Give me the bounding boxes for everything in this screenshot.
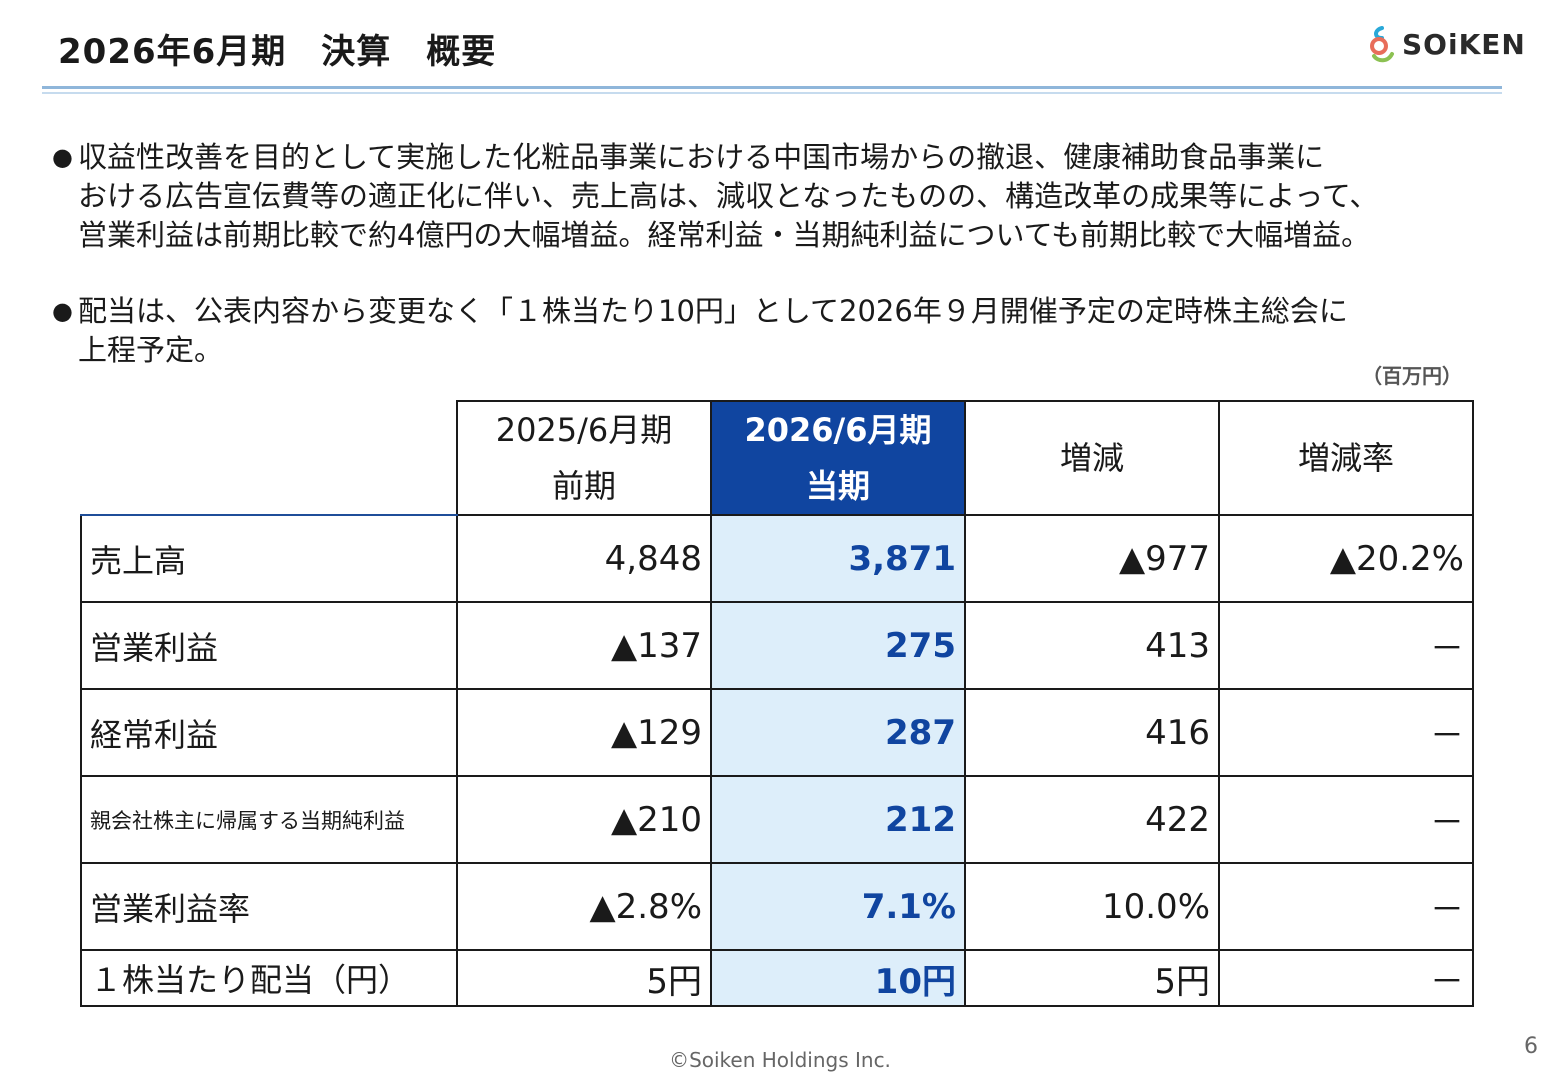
bullet-line: 収益性改善を目的として実施した化粧品事業における中国市場からの撤退、健康補助食品…	[78, 140, 1325, 174]
change-value: 416	[964, 688, 1220, 777]
current-value: 212	[710, 775, 966, 864]
table-row: 営業利益率 ▲2.8% 7.1% 10.0% －	[80, 862, 1474, 951]
copyright-footer: ©Soiken Holdings Inc.	[669, 1048, 891, 1072]
soiken-logo-icon	[1370, 26, 1394, 63]
unit-label: （百万円）	[1362, 364, 1462, 388]
table-row: 経常利益 ▲129 287 416 －	[80, 688, 1474, 777]
row-label: １株当たり配当（円）	[80, 949, 458, 1007]
current-value: 10円	[710, 949, 966, 1007]
prev-value: ▲210	[456, 775, 712, 864]
prev-value: 5円	[456, 949, 712, 1007]
current-value: 3,871	[710, 514, 966, 603]
financial-summary-table: 2025/6月期 前期 2026/6月期 当期 増減 増減率 売上高 4,848…	[80, 400, 1474, 1007]
row-label: 親会社株主に帰属する当期純利益	[80, 775, 458, 864]
bullet-line: 上程予定。	[78, 333, 224, 367]
table-row: 親会社株主に帰属する当期純利益 ▲210 212 422 －	[80, 775, 1474, 864]
change-rate-value: －	[1218, 601, 1474, 690]
prev-value: ▲137	[456, 601, 712, 690]
prev-value: ▲2.8%	[456, 862, 712, 951]
change-value: 5円	[964, 949, 1220, 1007]
change-rate-value: －	[1218, 688, 1474, 777]
header-change-rate: 増減率	[1218, 400, 1474, 516]
prev-value: ▲129	[456, 688, 712, 777]
page-title: 2026年6月期 決算 概要	[58, 32, 497, 72]
logo-text: SOiKEN	[1402, 27, 1526, 61]
header-change: 増減	[964, 400, 1220, 516]
table-row: １株当たり配当（円） 5円 10円 5円 －	[80, 949, 1474, 1007]
change-value: 10.0%	[964, 862, 1220, 951]
change-value: ▲977	[964, 514, 1220, 603]
change-rate-value: ▲20.2%	[1218, 514, 1474, 603]
change-value: 422	[964, 775, 1220, 864]
header-blank-cell	[81, 401, 457, 516]
row-label: 売上高	[80, 514, 458, 603]
table-header-row: 2025/6月期 前期 2026/6月期 当期 増減 増減率	[81, 400, 1474, 516]
bullet-line: 営業利益は前期比較で約4億円の大幅増益。経常利益・当期純利益についても前期比較で…	[78, 218, 1371, 252]
current-value: 7.1%	[710, 862, 966, 951]
change-rate-value: －	[1218, 949, 1474, 1007]
header-rule-thin	[42, 92, 1502, 94]
row-label: 営業利益率	[80, 862, 458, 951]
change-rate-value: －	[1218, 775, 1474, 864]
bullet-line: 配当は、公表内容から変更なく「１株当たり10円」として2026年９月開催予定の定…	[78, 294, 1348, 328]
header-current-period: 2026/6月期 当期	[710, 400, 966, 516]
row-label: 営業利益	[80, 601, 458, 690]
header-prev-period: 2025/6月期 前期	[456, 400, 712, 516]
change-value: 413	[964, 601, 1220, 690]
row-label: 経常利益	[80, 688, 458, 777]
table-row: 売上高 4,848 3,871 ▲977 ▲20.2%	[80, 514, 1474, 603]
bullet-dot-icon: ●	[52, 297, 73, 325]
bullet-dot-icon: ●	[52, 143, 73, 171]
table-row: 営業利益 ▲137 275 413 －	[80, 601, 1474, 690]
current-value: 275	[710, 601, 966, 690]
page-number: 6	[1524, 1034, 1538, 1059]
prev-value: 4,848	[456, 514, 712, 603]
current-value: 287	[710, 688, 966, 777]
change-rate-value: －	[1218, 862, 1474, 951]
bullet-line: おける広告宣伝費等の適正化に伴い、売上高は、減収となったものの、構造改革の成果等…	[78, 179, 1379, 213]
company-logo: SOiKEN	[1368, 22, 1526, 66]
header-rule	[42, 86, 1502, 89]
